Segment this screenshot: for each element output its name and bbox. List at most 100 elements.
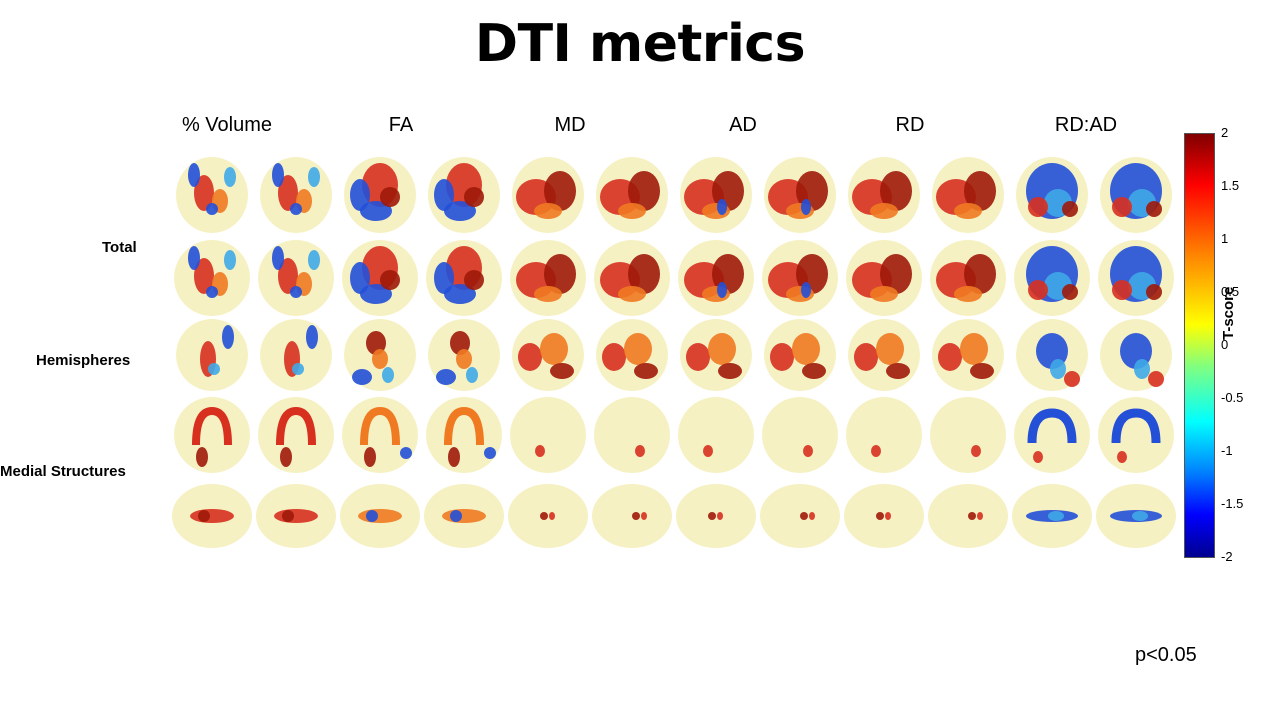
brain-tract [444,406,484,446]
brain-region [1062,201,1078,217]
brain-region [717,512,723,520]
brain-region [876,512,884,520]
brain-region [964,254,996,294]
brain-region [871,445,881,457]
colorbar-label: T-score [1220,286,1237,340]
brain-shell [594,397,670,473]
brain-region [1117,451,1127,463]
brain-region [1033,451,1043,463]
brain-region [540,512,548,520]
brain-region [971,445,981,457]
brain-region [444,284,476,304]
brain-region [360,201,392,221]
brain-region [450,510,462,522]
brain-region [534,203,562,219]
brain-region [534,286,562,302]
brain-region [292,363,304,375]
brain-region [1064,371,1080,387]
brain-shell [930,397,1006,473]
brain-region [550,363,574,379]
brain-region [964,171,996,211]
brain-region [224,167,236,187]
brain-region [703,445,713,457]
brain-region [364,447,376,467]
brain-region [540,333,568,365]
brain-region [272,163,284,187]
brain-shell [510,397,586,473]
brain-tract [1111,408,1161,444]
brain-region [1146,284,1162,300]
column-header-rd-ad: RD:AD [1054,114,1118,136]
brain-region [854,343,878,371]
brain-region [380,270,400,290]
colorbar-tick: -2 [1221,549,1233,564]
brain-tract [192,406,232,446]
brain-region [434,262,454,294]
row-label-total: Total [102,239,137,256]
brain-region [272,246,284,270]
brain-region [1148,371,1164,387]
brain-region [1028,197,1048,217]
brain-region [484,447,496,459]
brain-region [634,363,658,379]
brain-region [792,333,820,365]
brain-region [1146,201,1162,217]
brain-region [358,509,402,523]
brain-region [1028,280,1048,300]
brain-region [801,282,811,298]
brain-region [954,286,982,302]
brain-region [442,509,486,523]
colorbar-tick: -0.5 [1221,390,1244,405]
brain-region [434,179,454,211]
column-header-rd: RD [895,114,925,136]
brain-region [803,445,813,457]
colorbar-tick: 0.5 [1221,284,1240,299]
brain-region [308,167,320,187]
brain-region [380,187,400,207]
brain-region [960,333,988,365]
brain-region [802,363,826,379]
brain-region [382,367,394,383]
brain-region [282,510,294,522]
brain-region [1050,359,1066,379]
brain-region [544,254,576,294]
page-title: DTI metrics [474,14,806,74]
brain-region [278,258,298,294]
brain-region [360,284,392,304]
brain-shell [846,397,922,473]
brain-tract [1027,408,1077,444]
colorbar-tick: 0 [1221,337,1229,352]
brain-region [535,445,545,457]
p-value-note: p<0.05 [1135,644,1197,666]
brain-region [518,343,542,371]
brain-tract [276,406,316,446]
brain-region [464,270,484,290]
brain-region [188,246,200,270]
brain-region [436,369,456,385]
column-header-ad: AD [729,114,757,136]
brain-region [602,343,626,371]
colorbar-tick: -1 [1221,443,1233,458]
brain-shell [762,397,838,473]
brain-region [717,282,727,298]
brain-region [350,179,370,211]
brain-region [708,333,736,365]
brain-region [400,447,412,459]
brain-region [450,331,470,355]
brain-region [718,363,742,379]
brain-region [549,512,555,520]
brain-region [194,175,214,211]
brain-region [206,286,218,298]
brain-shell [258,397,334,473]
brain-shell [678,397,754,473]
brain-region [280,447,292,467]
brain-region [970,363,994,379]
colorbar-tick: -1.5 [1221,496,1244,511]
brain-shell [174,397,250,473]
brain-region [770,343,794,371]
brain-shell [426,397,502,473]
brain-region [641,512,647,520]
brain-region [448,447,460,467]
brain-region [224,250,236,270]
brain-region [1048,511,1064,521]
